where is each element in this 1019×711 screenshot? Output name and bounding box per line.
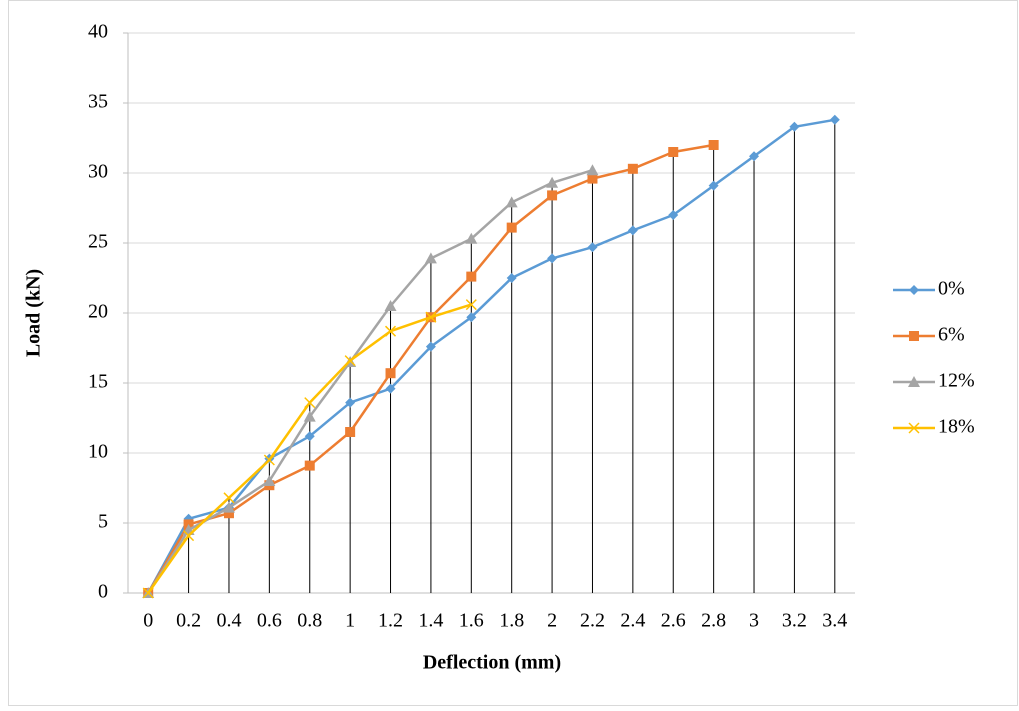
data-point (587, 242, 598, 253)
data-point (506, 273, 517, 283)
legend-marker (908, 422, 920, 434)
legend-label: 12% (938, 370, 975, 392)
x-tick-label: 0.4 (216, 610, 241, 632)
data-point (627, 225, 638, 236)
data-point (668, 147, 679, 157)
data-point (466, 312, 477, 323)
x-tick-label: 3.4 (822, 610, 847, 632)
data-point (263, 475, 276, 486)
data-point (587, 173, 598, 184)
data-point (466, 271, 477, 282)
data-point (708, 140, 719, 150)
x-tick-label: 0 (143, 610, 153, 632)
x-tick-label: 0.8 (297, 610, 322, 632)
data-point (627, 163, 638, 174)
data-point (547, 190, 558, 201)
data-point (304, 460, 315, 471)
data-point (303, 410, 316, 422)
data-point (425, 311, 437, 323)
y-tick-label: 15 (88, 371, 108, 393)
y-tick-label: 5 (98, 511, 108, 533)
x-tick-label: 2.2 (580, 610, 605, 632)
x-tick-label: 1.6 (459, 610, 484, 632)
data-point (789, 121, 800, 132)
data-point (345, 397, 356, 408)
x-tick-label: 0.6 (257, 610, 282, 632)
data-point (223, 492, 235, 504)
data-point (263, 454, 275, 466)
data-point (465, 299, 477, 311)
data-point (222, 501, 235, 513)
y-tick-label: 0 (98, 581, 108, 603)
x-tick-label: 1.2 (378, 610, 403, 632)
x-axis-title: Deflection (mm) (423, 652, 561, 674)
legend-marker (908, 376, 920, 387)
legend-marker (909, 331, 919, 341)
data-point (304, 397, 316, 409)
legend-label: 18% (938, 416, 975, 438)
x-tick-label: 1.8 (499, 610, 524, 632)
data-point (304, 431, 315, 442)
x-tick-label: 1 (345, 610, 355, 632)
data-point (425, 341, 436, 352)
data-point (708, 180, 719, 191)
data-point (465, 232, 478, 244)
x-tick-label: 2.6 (661, 610, 686, 632)
data-point (547, 253, 558, 264)
data-point (183, 530, 195, 542)
legend-label: 0% (938, 278, 965, 300)
y-tick-label: 25 (88, 231, 108, 253)
data-point (506, 222, 517, 233)
data-point (385, 368, 396, 379)
data-point (142, 587, 154, 599)
data-point (749, 151, 760, 162)
y-tick-label: 20 (88, 301, 108, 323)
legend-label: 6% (938, 324, 965, 346)
legend-marker (909, 285, 919, 295)
data-point (344, 355, 356, 367)
y-tick-label: 35 (88, 91, 108, 113)
data-point (424, 252, 437, 264)
data-point (384, 325, 397, 337)
chart-frame (8, 0, 1018, 706)
x-tick-label: 1.4 (418, 610, 443, 632)
series-line (147, 169, 593, 594)
data-point (223, 508, 234, 519)
data-point (384, 300, 397, 311)
y-tick-label: 30 (88, 161, 108, 183)
y-axis-title: Load (kN) (23, 269, 45, 357)
x-tick-label: 3 (749, 610, 759, 632)
x-tick-label: 0.2 (176, 610, 201, 632)
x-tick-label: 2 (547, 610, 557, 632)
data-point (668, 210, 679, 220)
data-point (829, 114, 840, 125)
data-point (385, 383, 396, 394)
x-tick-label: 2.8 (701, 610, 726, 632)
y-tick-label: 40 (88, 21, 108, 43)
data-point (345, 427, 356, 437)
data-point (505, 196, 518, 208)
y-tick-label: 10 (88, 441, 108, 463)
x-tick-label: 2.4 (620, 610, 645, 632)
data-point (546, 176, 559, 188)
data-point (586, 164, 599, 176)
x-tick-label: 3.2 (782, 610, 807, 632)
